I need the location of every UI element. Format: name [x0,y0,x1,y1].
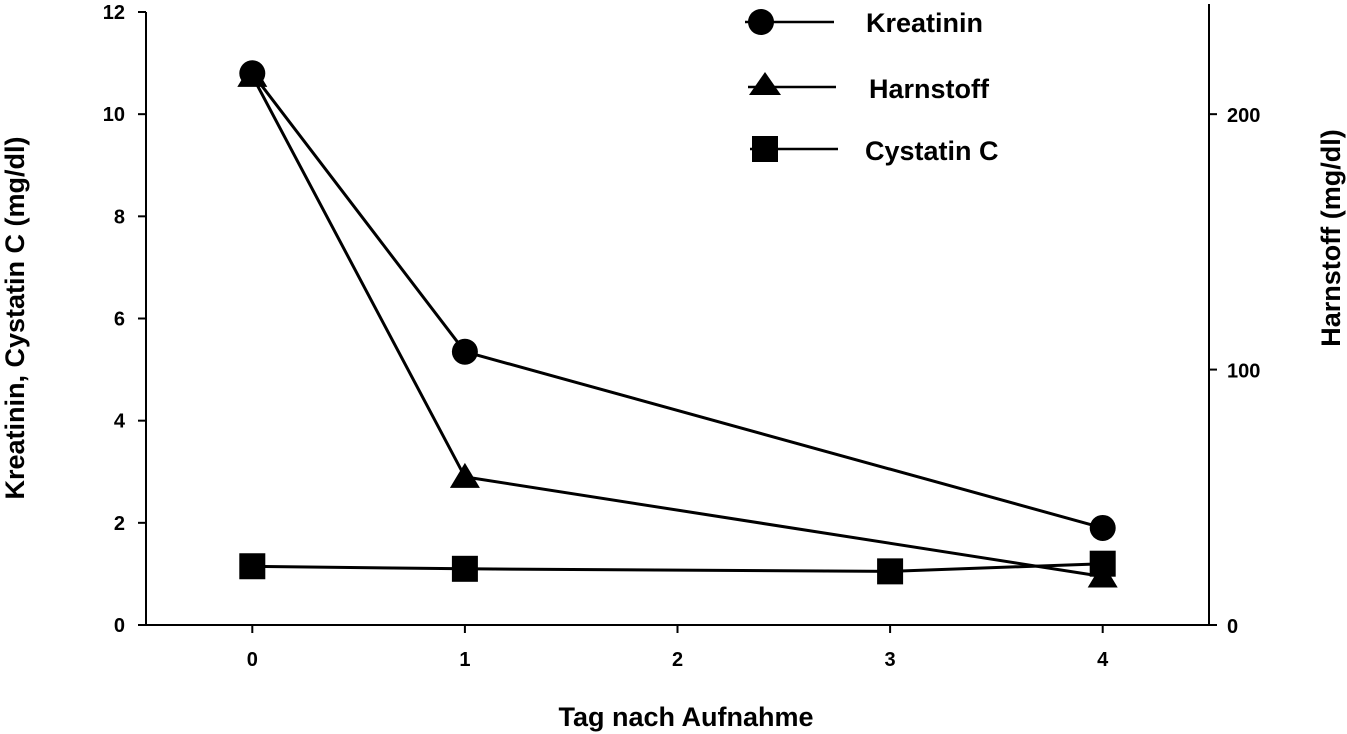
y-left-tick-label: 12 [103,2,125,24]
y-left-tick-label: 10 [103,104,125,126]
data-point-harnstoff [237,61,268,87]
x-tick-label: 4 [1097,649,1109,671]
legend-item-harnstoff: Harnstoff [748,72,990,104]
data-point-cystatin-c [239,553,266,580]
y-left-tick-label: 2 [114,513,125,535]
data-point-cystatin-c [451,555,478,582]
y-left-axis-title: Kreatinin, Cystatin C (mg/dl) [0,136,30,499]
data-point-kreatinin [1089,514,1116,541]
y-left-tick-label: 0 [114,615,125,637]
legend-marker-cystatin-c [752,136,778,162]
data-point-harnstoff [449,462,480,488]
legend-item-kreatinin: Kreatinin [745,8,983,38]
y-left-tick-label: 6 [114,309,125,331]
legend-label-harnstoff: Harnstoff [869,74,990,104]
x-tick-label: 0 [247,649,258,671]
x-tick-label: 3 [885,649,896,671]
legend-marker-harnstoff [749,72,781,95]
x-tick-label: 1 [459,649,470,671]
legend-marker-kreatinin [748,9,774,35]
data-point-cystatin-c [1089,550,1116,577]
x-tick-label: 2 [672,649,683,671]
y-right-axis-title: Harnstoff (mg/dl) [1316,129,1346,346]
y-left-ticks: 0 2 4 6 8 10 12 [103,2,146,637]
legend-label-kreatinin: Kreatinin [866,8,983,38]
data-point-kreatinin [451,338,478,365]
y-right-tick-label: 200 [1227,105,1260,127]
legend: Kreatinin Harnstoff Cystatin C [745,8,999,166]
series-layer [237,60,1118,588]
x-axis-title: Tag nach Aufnahme [558,702,813,732]
data-point-cystatin-c [877,558,904,585]
y-right-tick-label: 0 [1227,616,1238,638]
legend-item-cystatin-c: Cystatin C [750,136,999,166]
y-left-tick-label: 8 [114,206,125,228]
y-right-tick-label: 100 [1227,361,1260,383]
y-left-tick-label: 4 [114,411,126,433]
legend-label-cystatin-c: Cystatin C [865,136,999,166]
y-right-ticks: 0 100 200 [1209,105,1260,638]
series-line-cystatin-c [252,562,1103,573]
x-ticks: 0 1 2 3 4 [247,625,1109,671]
